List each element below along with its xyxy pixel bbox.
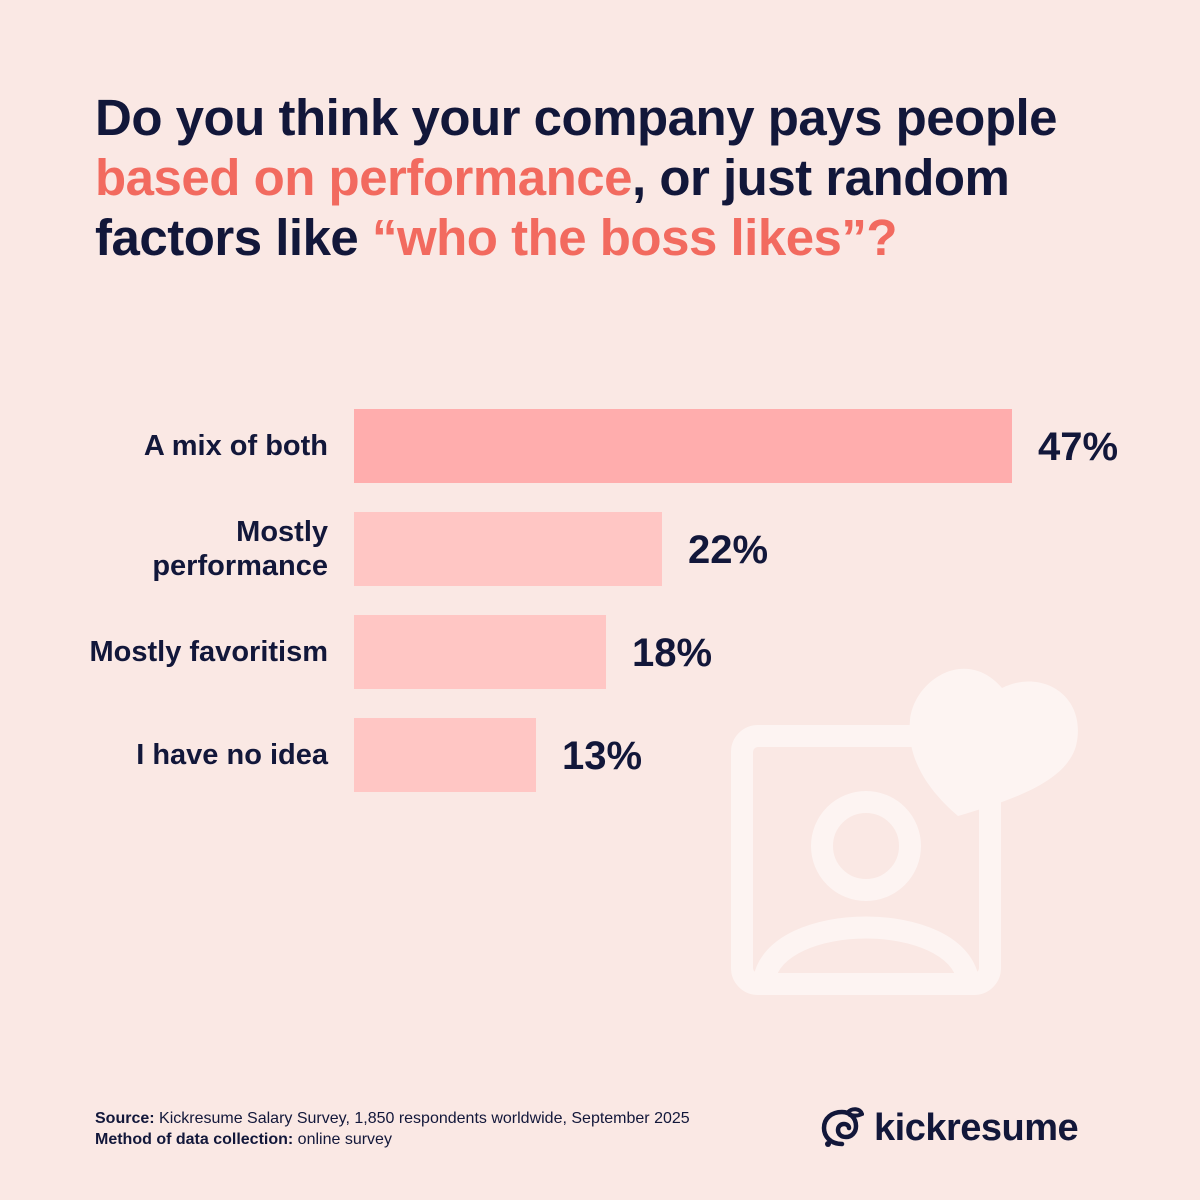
chart-title: Do you think your company pays people ba… [95, 88, 1105, 268]
source-line: Source: Kickresume Salary Survey, 1,850 … [95, 1108, 690, 1129]
user-portrait-heart-icon [731, 668, 1078, 995]
bar-2 [354, 512, 662, 586]
category-label-3: Mostly favoritism [89, 636, 329, 668]
method-line: Method of data collection: online survey [95, 1129, 690, 1150]
title-highlight-performance: based on performance [95, 149, 632, 206]
method-text: online survey [293, 1131, 392, 1148]
category-label-2: Mostly performance [152, 516, 328, 582]
brand-name: kickresume [874, 1106, 1079, 1149]
category-label-1: A mix of both [143, 430, 328, 462]
category-label-4: I have no idea [136, 739, 328, 771]
value-label-3: 18% [632, 631, 712, 675]
bar-4 [354, 718, 536, 792]
footer: Source: Kickresume Salary Survey, 1,850 … [95, 1108, 690, 1150]
bar-1 [354, 409, 1012, 483]
value-label-4: 13% [562, 734, 642, 778]
value-label-1: 47% [1038, 425, 1118, 469]
method-label: Method of data collection: [95, 1131, 294, 1148]
title-part-1: Do you think your company pays people [95, 89, 1058, 146]
bar-3 [354, 615, 606, 689]
source-text: Kickresume Salary Survey, 1,850 responde… [154, 1110, 690, 1127]
kickresume-logo-icon [821, 1107, 864, 1147]
value-label-2: 22% [688, 528, 768, 572]
title-part-2: , or just random factors like [95, 149, 1010, 266]
title-highlight-boss: “who the boss likes”? [371, 209, 898, 266]
source-label: Source: [95, 1110, 155, 1127]
brand-logo: kickresume [820, 1102, 1079, 1154]
